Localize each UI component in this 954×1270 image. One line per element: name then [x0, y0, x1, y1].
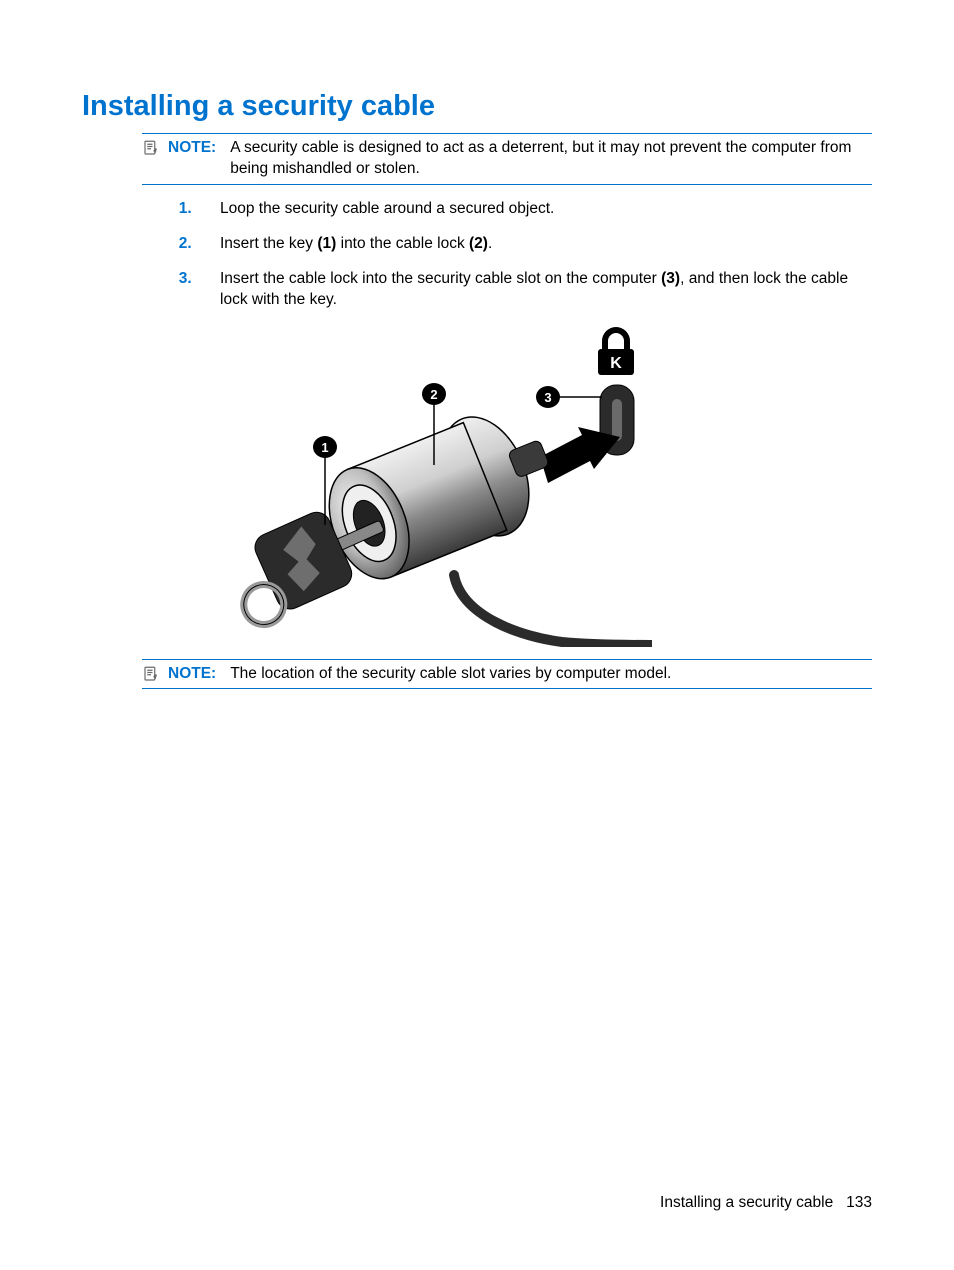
note-text: A security cable is designed to act as a…	[230, 138, 872, 180]
note-text: The location of the security cable slot …	[230, 664, 872, 685]
step-1: Loop the security cable around a secured…	[196, 199, 872, 220]
step-2-b1: (1)	[317, 235, 336, 252]
svg-text:2: 2	[430, 387, 437, 402]
cable	[454, 575, 652, 645]
note-block-bottom: NOTE: The location of the security cable…	[142, 659, 872, 690]
note-block-top: NOTE: A security cable is designed to ac…	[142, 133, 872, 185]
step-3-pre: Insert the cable lock into the security …	[220, 270, 661, 287]
cable-lock	[313, 394, 568, 593]
step-2: Insert the key (1) into the cable lock (…	[196, 234, 872, 255]
svg-text:K: K	[610, 355, 622, 372]
step-3: Insert the cable lock into the security …	[196, 269, 872, 311]
steps-list: Loop the security cable around a secured…	[142, 199, 872, 311]
step-2-mid: into the cable lock	[336, 235, 469, 252]
footer-page-number: 133	[846, 1194, 872, 1211]
document-page: Installing a security cable NOTE: A secu…	[0, 0, 954, 1270]
callout-3: 3	[536, 386, 602, 408]
note-icon	[142, 139, 160, 157]
note-label: NOTE:	[168, 664, 222, 685]
note-label: NOTE:	[168, 138, 222, 159]
note-icon	[142, 665, 160, 683]
svg-text:1: 1	[321, 440, 328, 455]
footer-title: Installing a security cable	[660, 1194, 833, 1211]
step-2-pre: Insert the key	[220, 235, 317, 252]
lock-slot-icon: K	[598, 327, 634, 375]
svg-text:3: 3	[544, 390, 551, 405]
step-2-b2: (2)	[469, 235, 488, 252]
step-1-text: Loop the security cable around a secured…	[220, 200, 554, 217]
figure-security-cable: K	[222, 327, 652, 647]
arrow-insert	[540, 427, 620, 483]
step-3-b1: (3)	[661, 270, 680, 287]
page-heading: Installing a security cable	[82, 90, 872, 123]
step-2-post: .	[488, 235, 492, 252]
page-footer: Installing a security cable 133	[660, 1194, 872, 1212]
